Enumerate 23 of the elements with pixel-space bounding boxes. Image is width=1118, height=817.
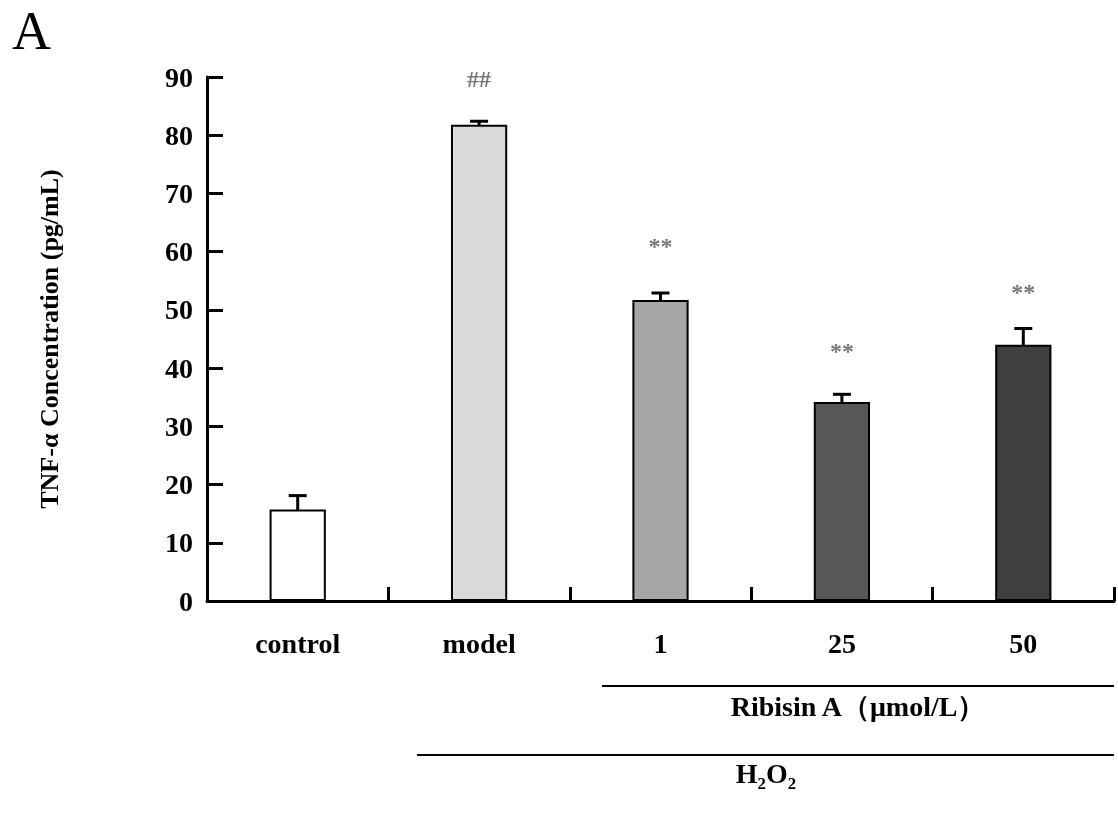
text: Ribisin A（μmol/L） bbox=[730, 690, 986, 724]
text: H₂O₂ bbox=[735, 758, 797, 790]
y-tick-label: 50 bbox=[165, 294, 193, 326]
y-tick-label: 0 bbox=[179, 585, 193, 617]
y-tick-label: 60 bbox=[165, 236, 193, 268]
y-tick-label: 40 bbox=[165, 352, 193, 384]
y-axis-title: TNF-α Concentration (pg/mL) bbox=[34, 169, 64, 509]
x-tick-label: 50 bbox=[1009, 627, 1038, 659]
annotation: ** bbox=[829, 338, 854, 365]
x-tick-label: model bbox=[442, 627, 516, 659]
x-tick-label: 1 bbox=[653, 627, 668, 659]
y-tick-label: 90 bbox=[165, 61, 193, 93]
x-tick-label: control bbox=[255, 627, 341, 659]
y-tick-label: 30 bbox=[165, 410, 193, 442]
annotation: ## bbox=[467, 66, 492, 93]
y-tick-label: 10 bbox=[165, 527, 193, 559]
x-tick-label: 25 bbox=[827, 627, 856, 659]
annotation: ** bbox=[648, 233, 673, 259]
text: A bbox=[12, 0, 51, 62]
annotation: ** bbox=[1011, 278, 1036, 305]
y-tick-label: 70 bbox=[165, 177, 193, 209]
y-tick-label: 80 bbox=[165, 119, 193, 151]
y-tick-label: 20 bbox=[165, 469, 193, 501]
